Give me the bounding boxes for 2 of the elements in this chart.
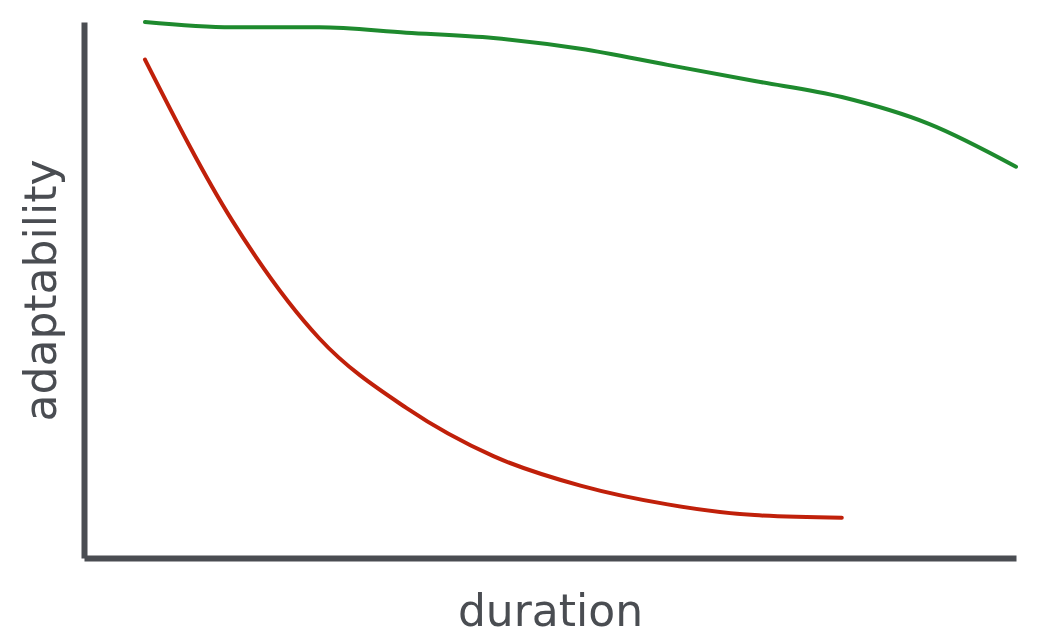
- y-axis-title: adaptability: [14, 159, 66, 422]
- x-axis-title: duration: [457, 584, 644, 636]
